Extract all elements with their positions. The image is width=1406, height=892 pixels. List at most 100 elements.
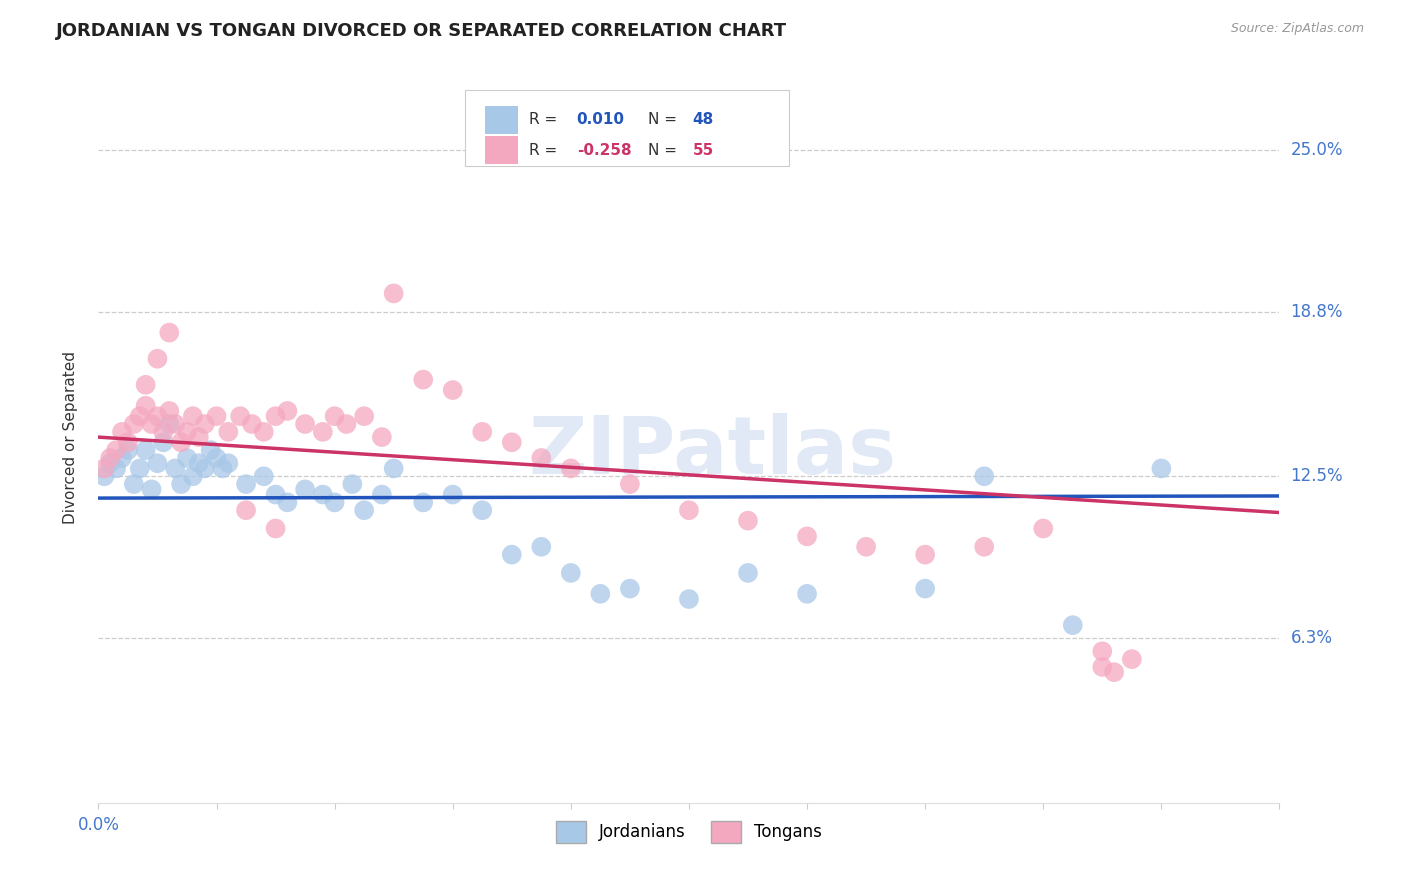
Point [1091, 644, 1114, 658]
Point [187, 430, 209, 444]
Point [312, 425, 335, 439]
Point [157, 417, 180, 431]
Point [1102, 665, 1125, 680]
Point [737, 514, 759, 528]
Text: ZIPatlas: ZIPatlas [529, 413, 897, 491]
Point [737, 566, 759, 580]
Text: R =: R = [530, 143, 562, 158]
Point [111, 450, 134, 465]
Point [253, 425, 276, 439]
Point [264, 521, 287, 535]
Point [264, 409, 287, 424]
Point [146, 409, 169, 424]
Point [619, 477, 641, 491]
Point [471, 425, 494, 439]
Legend: Jordanians, Tongans: Jordanians, Tongans [550, 814, 828, 849]
Point [117, 443, 139, 458]
Point [170, 435, 193, 450]
Point [914, 548, 936, 562]
Point [105, 443, 128, 458]
Point [170, 477, 193, 491]
Point [187, 456, 209, 470]
Point [181, 469, 204, 483]
Point [165, 461, 187, 475]
Point [217, 425, 239, 439]
Point [678, 592, 700, 607]
Point [382, 461, 405, 475]
Point [276, 404, 298, 418]
FancyBboxPatch shape [485, 106, 517, 134]
Point [98, 450, 121, 465]
Text: R =: R = [530, 112, 562, 128]
Point [141, 483, 163, 497]
Point [335, 417, 357, 431]
Text: -0.258: -0.258 [576, 143, 631, 158]
Point [312, 487, 335, 501]
Point [117, 435, 139, 450]
Point [194, 461, 217, 475]
Point [111, 425, 134, 439]
Point [211, 461, 233, 475]
Point [441, 487, 464, 501]
Text: JORDANIAN VS TONGAN DIVORCED OR SEPARATED CORRELATION CHART: JORDANIAN VS TONGAN DIVORCED OR SEPARATE… [56, 22, 787, 40]
Point [678, 503, 700, 517]
Point [205, 450, 228, 465]
Point [1121, 652, 1143, 666]
Point [323, 495, 346, 509]
Point [412, 373, 434, 387]
Point [235, 477, 257, 491]
Point [152, 435, 174, 450]
Point [240, 417, 263, 431]
Point [93, 469, 115, 483]
Point [217, 456, 239, 470]
Text: N =: N = [648, 143, 682, 158]
Point [235, 503, 257, 517]
Text: 18.8%: 18.8% [1291, 302, 1343, 321]
Point [1091, 660, 1114, 674]
Point [146, 351, 169, 366]
Point [501, 435, 523, 450]
Text: 0.010: 0.010 [576, 112, 624, 128]
Point [194, 417, 217, 431]
Point [371, 430, 394, 444]
Point [135, 443, 157, 458]
Point [530, 540, 553, 554]
Point [914, 582, 936, 596]
Point [353, 503, 375, 517]
Point [135, 399, 157, 413]
Point [501, 548, 523, 562]
Point [141, 417, 163, 431]
Point [176, 425, 198, 439]
Point [353, 409, 375, 424]
Point [93, 461, 115, 475]
Point [122, 477, 145, 491]
Point [382, 286, 405, 301]
Point [165, 417, 187, 431]
FancyBboxPatch shape [485, 136, 517, 164]
Point [135, 377, 157, 392]
Point [855, 540, 877, 554]
Point [412, 495, 434, 509]
Point [973, 540, 995, 554]
Point [371, 487, 394, 501]
Point [560, 566, 582, 580]
Text: N =: N = [648, 112, 682, 128]
Point [589, 587, 612, 601]
Point [323, 409, 346, 424]
Point [229, 409, 252, 424]
Text: 48: 48 [693, 112, 714, 128]
Point [441, 383, 464, 397]
Point [98, 456, 121, 470]
Point [1150, 461, 1173, 475]
Point [176, 450, 198, 465]
Point [276, 495, 298, 509]
Point [264, 487, 287, 501]
Text: 12.5%: 12.5% [1291, 467, 1343, 485]
Point [128, 461, 150, 475]
Point [342, 477, 364, 491]
Text: 0.0%: 0.0% [77, 816, 120, 834]
Point [471, 503, 494, 517]
Point [157, 404, 180, 418]
Point [152, 425, 174, 439]
Point [205, 409, 228, 424]
